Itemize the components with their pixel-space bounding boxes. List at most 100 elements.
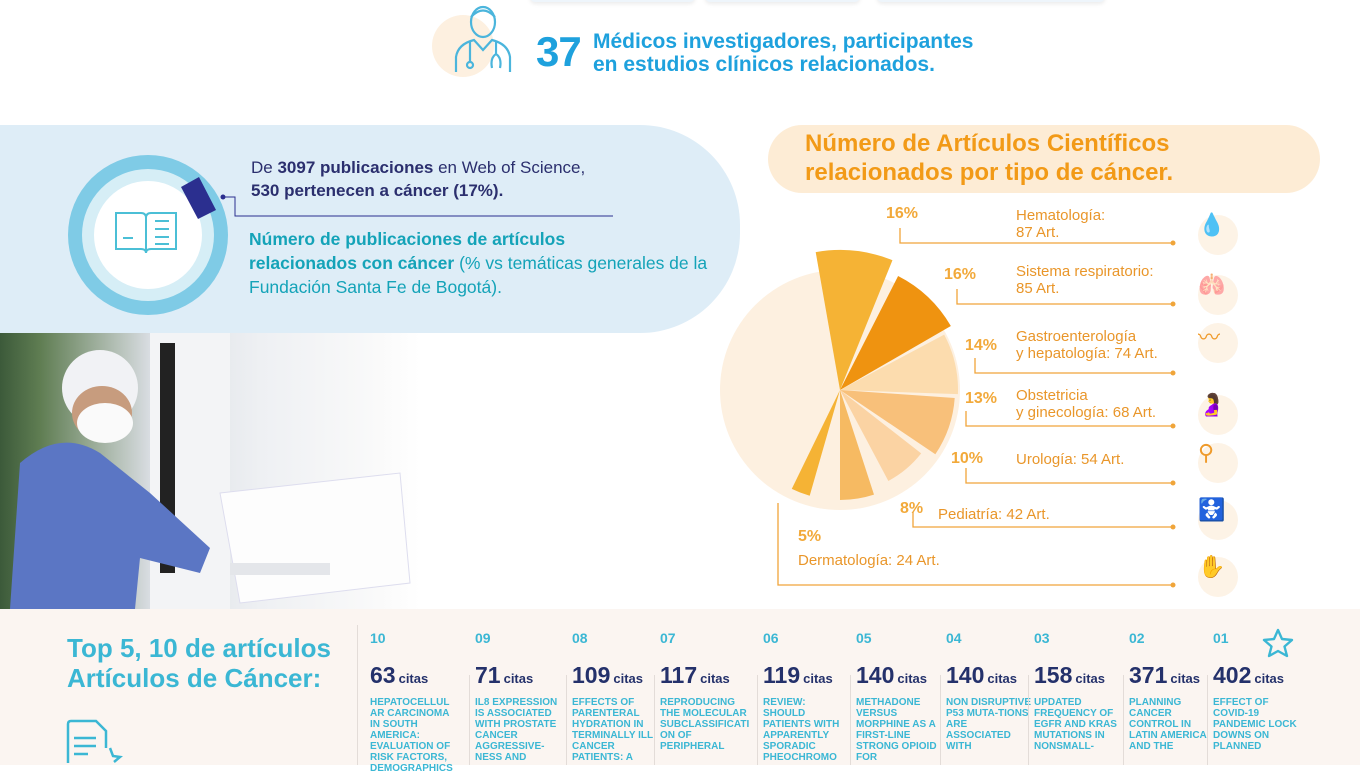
citas-label: citas xyxy=(1170,671,1201,686)
slice-label-line: y ginecología: 68 Art. xyxy=(1016,404,1157,421)
article-rank: 10 xyxy=(370,630,386,646)
icon-bg xyxy=(1198,275,1238,315)
article-title: IL8 EXPRESSION IS ASSOCIATED WITH PROSTA… xyxy=(475,697,558,763)
star-icon xyxy=(1262,628,1294,658)
slice-label-line: Pediatría: 42 Art. xyxy=(938,506,1050,523)
lungs-icon: 🫁 xyxy=(1198,272,1226,297)
citas-label: citas xyxy=(987,671,1018,686)
article-title: METHADONE VERSUS MORPHINE AS A FIRST-LIN… xyxy=(856,697,937,763)
article-rank: 05 xyxy=(856,630,872,646)
citation-count: 140 xyxy=(856,662,895,688)
top-card xyxy=(530,0,695,2)
slice-percent: 14% xyxy=(965,337,998,354)
kidneys-icon: ⚲ xyxy=(1198,440,1215,465)
article-item[interactable]: 06 119 citas REVIEW: SHOULD PATIENTS WITH A… xyxy=(763,630,863,765)
article-item[interactable]: 09 71 citas IL8 EXPRESSION IS ASSOCIATED WI… xyxy=(475,630,575,765)
article-title: EFFECTS OF PARENTERAL HYDRATION IN TERMI… xyxy=(572,697,653,763)
text: De xyxy=(251,158,278,177)
icon-bg xyxy=(1198,500,1238,540)
citas-label: citas xyxy=(897,671,928,686)
citation-count: 140 xyxy=(946,662,985,688)
pie-slice xyxy=(840,390,922,481)
pie-slice xyxy=(840,275,951,390)
researcher-illustration xyxy=(10,333,411,609)
citas-label: citas xyxy=(613,671,644,686)
top-articles-section xyxy=(0,609,1360,765)
slice-label-line: Obstetricia xyxy=(1016,387,1088,404)
article-citations: 117 citas xyxy=(660,662,760,689)
column-divider xyxy=(940,675,941,765)
citas-label: citas xyxy=(803,671,833,686)
slice-label-line: 85 Art. xyxy=(1016,280,1060,297)
cancer-count: 530 pertenecen a cáncer (17%). xyxy=(251,181,504,200)
article-title: REVIEW: SHOULD PATIENTS WITH APPARENTLY … xyxy=(763,697,840,763)
article-item[interactable]: 07 117 citas REPRODUCING THE MOLECULAR SUBC… xyxy=(660,630,760,765)
citation-count: 402 xyxy=(1213,662,1252,688)
article-item[interactable]: 03 158 citas UPDATED FREQUENCY OF EGFR AND … xyxy=(1034,630,1134,765)
doctors-count: 37 xyxy=(536,28,582,75)
doctors-text: Médicos investigadores, participantes en … xyxy=(593,30,973,76)
title-bold: Número de publicaciones de artículos xyxy=(249,229,566,249)
hand-icon: ✋ xyxy=(1198,554,1226,579)
cancer-share-marker xyxy=(181,177,613,219)
chart-title-bg xyxy=(768,125,1320,193)
text: en Web of Science, xyxy=(433,158,586,177)
article-citations: 140 citas xyxy=(856,662,956,689)
intestine-icon: 〰 xyxy=(1198,325,1221,350)
article-citations: 402 citas xyxy=(1213,662,1313,689)
slice-label-line: Sistema respiratorio: xyxy=(1016,263,1154,280)
article-citations: 63 citas xyxy=(370,662,470,689)
article-item[interactable]: 02 371 citas PLANNING CANCER CONTROL IN LAT… xyxy=(1129,630,1229,765)
open-book-icon xyxy=(115,212,177,254)
top-card xyxy=(705,0,860,2)
slice-label-line: y hepatología: 74 Art. xyxy=(1016,345,1158,362)
slice-label: Dermatología: 24 Art. xyxy=(798,552,940,569)
column-divider xyxy=(1028,675,1029,765)
text-bold: 3097 publicaciones xyxy=(277,158,434,177)
article-citations: 158 citas xyxy=(1034,662,1134,689)
doctor-icon xyxy=(454,5,512,72)
article-rank: 08 xyxy=(572,630,588,646)
slice-label: Pediatría: 42 Art. xyxy=(938,506,1050,523)
citas-label: citas xyxy=(1075,671,1106,686)
article-item[interactable]: 05 140 citas METHADONE VERSUS MORPHINE AS A… xyxy=(856,630,956,765)
column-divider xyxy=(1123,675,1124,765)
column-divider xyxy=(654,675,655,765)
article-rank: 03 xyxy=(1034,630,1050,646)
column-divider xyxy=(469,675,470,765)
article-citations: 71 citas xyxy=(475,662,575,689)
slice-percent: 8% xyxy=(900,500,924,517)
citas-label: citas xyxy=(700,671,730,686)
slice-label-line: Urología: 54 Art. xyxy=(1016,451,1125,468)
article-rank: 09 xyxy=(475,630,491,646)
article-title: NON DISRUPTIVE P53 MUTA-TIONS ARE ASSOCI… xyxy=(946,697,1032,752)
article-title: UPDATED FREQUENCY OF EGFR AND KRAS MUTAT… xyxy=(1034,697,1117,752)
slice-label: Urología: 54 Art. xyxy=(1016,451,1124,468)
slice-label: Obstetricia y ginecología: 68 Art. xyxy=(1016,387,1156,421)
column-divider xyxy=(1207,675,1208,765)
doctors-text-line: Médicos investigadores, participantes xyxy=(593,30,974,53)
blood-drop-hand-icon: 💧 xyxy=(1198,212,1226,237)
pie-chart xyxy=(720,250,960,510)
article-item[interactable]: 10 63 citas HEPATOCELLULAR CARCINOMA IN SOU… xyxy=(370,630,470,774)
article-item[interactable]: 08 109 citas EFFECTS OF PARENTERAL HYDRATIO… xyxy=(572,630,672,765)
article-item[interactable]: 01 402 citas EFFECT OF COVID-19 PANDEMIC LO… xyxy=(1213,630,1313,765)
citation-count: 119 xyxy=(763,662,801,688)
article-rank: 02 xyxy=(1129,630,1145,646)
article-item[interactable]: 04 140 citas NON DISRUPTIVE P53 MUTA-TIONS … xyxy=(946,630,1046,765)
slice-percent: 5% xyxy=(798,528,822,545)
slice-label-line: Dermatología: 24 Art. xyxy=(798,552,940,569)
top-card xyxy=(877,0,1105,2)
article-citations: 119 citas xyxy=(763,662,863,689)
citation-count: 158 xyxy=(1034,662,1073,688)
article-title: REPRODUCING THE MOLECULAR SUBCLASSIFICAT… xyxy=(660,697,750,752)
column-divider xyxy=(757,675,758,765)
article-title: EFFECT OF COVID-19 PANDEMIC LOCK DOWNS O… xyxy=(1213,697,1297,752)
icon-bg xyxy=(1198,443,1238,483)
document-star-icon xyxy=(66,719,123,763)
pie-slice xyxy=(815,250,893,390)
slice-label-line: Hematología: xyxy=(1016,207,1106,224)
publications-title: Número de publicaciones de artículos rela… xyxy=(249,227,719,299)
publications-summary: De 3097 publicaciones en Web of Science,… xyxy=(251,156,585,202)
icon-bg xyxy=(1198,215,1238,255)
